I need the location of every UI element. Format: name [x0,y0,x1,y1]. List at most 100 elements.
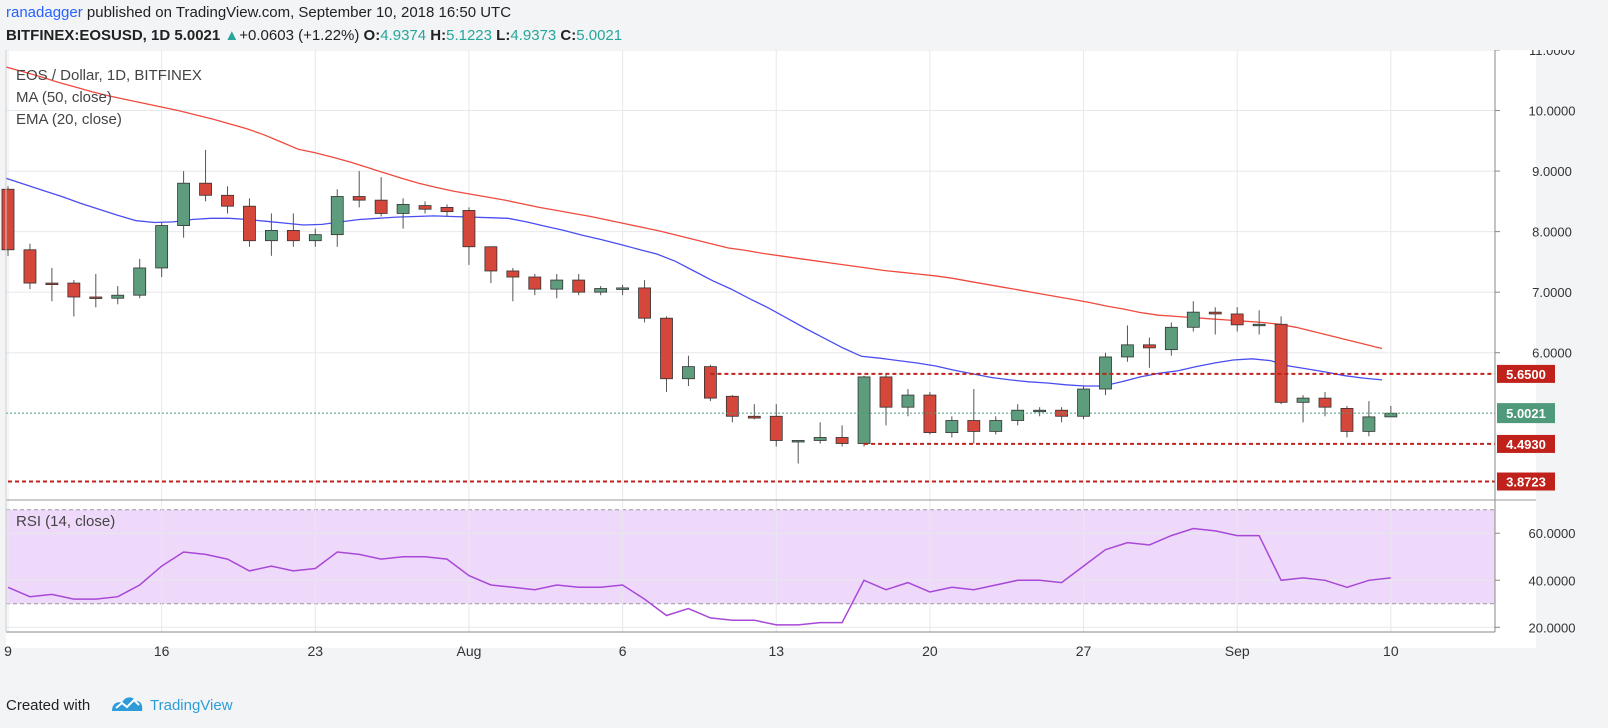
x-tick-label: 13 [768,643,784,659]
rsi-tick-label: 40.0000 [1529,573,1576,588]
level-label: 5.6500 [1506,367,1546,382]
candle-body [1296,397,1310,403]
rsi-band [6,509,1495,604]
y-tick-label: 9.0000 [1532,164,1572,179]
x-tick-label: 10 [1383,643,1399,659]
candle-body [572,279,586,293]
candle-body [1033,409,1047,413]
candle-body [989,420,1003,432]
candle-body [155,225,169,269]
candle-body [67,282,81,298]
ma-legend: MA (50, close) [16,89,112,106]
candle-body [1077,388,1090,417]
y-tick-label: 10.0000 [1529,104,1576,119]
candle-body [1362,416,1376,432]
candle-body [1340,407,1354,432]
x-tick-label: Sep [1225,643,1250,659]
y-tick-label: 8.0000 [1532,225,1572,240]
y-tick-label: 6.0000 [1532,346,1572,361]
candle-body [1230,313,1244,326]
candle-body [1384,412,1398,418]
candle-body [23,249,37,284]
candle-body [594,288,608,293]
ema-legend: EMA (20, close) [16,111,122,128]
candle-body [1011,409,1025,421]
last-price: 5.0021 [174,27,221,44]
candle-body [111,294,125,299]
candle-body [967,420,981,432]
candle-body [133,267,147,296]
low-value: 4.9373 [510,27,557,44]
candle-body [1274,323,1288,403]
up-arrow-icon: ▲ [224,27,240,44]
high-value: 5.1223 [446,27,492,44]
x-tick-label: 23 [308,643,324,659]
candle-body [330,196,344,236]
axes: 9 16 23 Aug 6 13 20 27 Sep 10 11.0000 10.0000 9.0000… [4,50,1576,659]
tradingview-logo-icon[interactable] [110,693,144,713]
tradingview-link[interactable]: TradingView [150,697,233,714]
candle-body [1143,344,1156,349]
candle-body [879,376,893,408]
candle-body [660,317,673,380]
level-badge [1497,434,1555,453]
author-link[interactable]: ranadagger [6,4,83,21]
x-tick-label: 27 [1076,643,1092,659]
candle-body [440,207,454,213]
candle-body [923,394,937,434]
level-label: 3.8723 [1506,475,1546,490]
candle-body [638,287,651,319]
candle-body [374,199,388,214]
candle-body [1,188,15,251]
ma50-line [5,66,1383,350]
chart-area[interactable]: 5.6500 4.4930 3.8723 5.0021 9 16 23 Aug 6 13 20 27… [0,50,1608,683]
candle-body [813,437,827,441]
header: ranadagger published on TradingView.com,… [0,0,1608,50]
candle-body [682,366,695,380]
candle-body [177,182,191,226]
candle-body [791,440,805,443]
candle-body [1186,311,1200,328]
candle-body [506,270,520,278]
candle-body [725,395,739,417]
candle-body [1164,326,1178,351]
candle-body [1318,397,1332,408]
candle-body [1055,409,1068,417]
candle-body [286,230,300,242]
close-value: 5.0021 [576,27,623,44]
candle-body [1121,344,1134,358]
candle-body [89,296,103,299]
candle-body [396,203,410,214]
close-label: C: [560,27,577,44]
level-label: 4.4930 [1506,437,1546,452]
last-price-label: 5.0021 [1506,406,1546,421]
y-tick-label: 11.0000 [1529,50,1575,58]
published-text: published on TradingView.com, September … [82,4,512,21]
candle-body [352,196,366,201]
candle-body [528,276,542,290]
high-label: H: [430,27,447,44]
price-change: +0.0603 (+1.22%) [239,27,360,44]
low-label: L: [496,27,511,44]
rsi-line [7,527,1391,626]
x-tick-label: Aug [456,643,481,659]
publish-info: ranadagger published on TradingView.com,… [6,4,511,21]
open-value: 4.9374 [380,27,427,44]
candle-body [616,287,629,290]
candle-body [308,234,322,242]
candle-body [857,376,871,444]
candle-body [901,394,915,408]
candle-body [243,205,256,242]
candle-body [550,279,564,290]
candle-body [945,420,959,434]
level-badge [1497,364,1555,383]
x-tick-label: 16 [154,643,170,659]
x-tick-label: 20 [922,643,938,659]
candle-body [769,415,783,441]
candle-body [704,366,717,399]
candle-body [221,194,234,207]
x-tick-label: 6 [619,643,627,659]
chart-title: EOS / Dollar, 1D, BITFINEX [16,67,202,84]
candle-body [462,210,476,248]
candle-body [418,205,432,210]
